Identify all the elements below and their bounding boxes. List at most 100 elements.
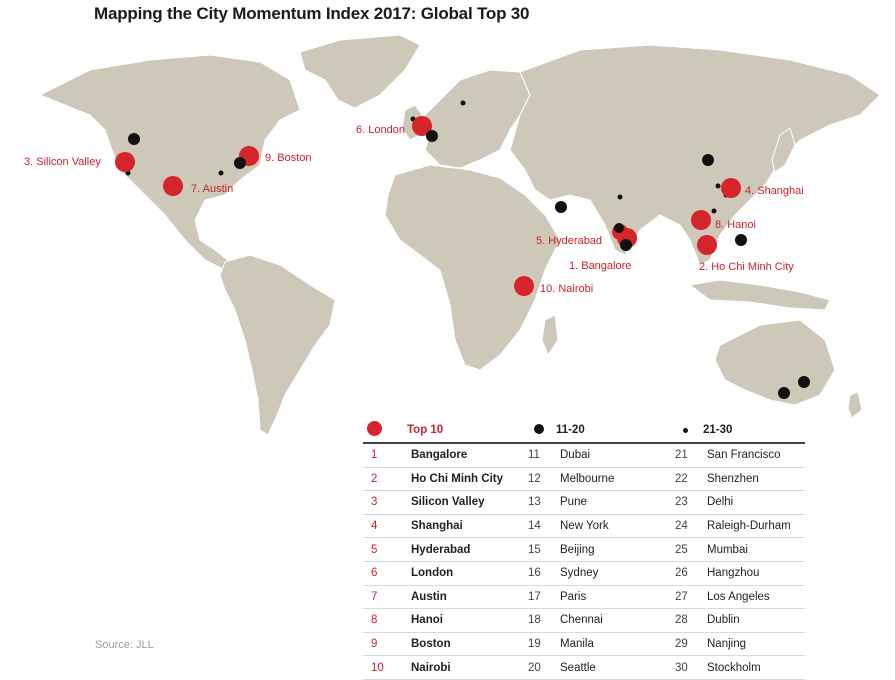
city-21-30: Shenzhen <box>707 472 759 485</box>
city-11-20: Pune <box>560 496 587 509</box>
small-dot-icon <box>683 428 688 433</box>
marker-seattle[interactable] <box>128 133 140 145</box>
landmass-australia <box>714 319 836 406</box>
rank-11-20: 15 <box>528 543 541 556</box>
landmass-south-america <box>219 254 336 436</box>
marker-silicon-valley[interactable] <box>115 152 135 172</box>
page-title: Mapping the City Momentum Index 2017: Gl… <box>94 4 530 23</box>
legend-top10-label: Top 10 <box>407 424 444 436</box>
marker-dubai[interactable] <box>555 201 567 213</box>
table-row: 2 Ho Chi Minh City 12 Melbourne 22 Shenzhen <box>363 468 805 492</box>
rank-top10: 1 <box>371 449 378 462</box>
table-row: 4 Shanghai 14 New York 24 Raleigh-Durham <box>363 515 805 539</box>
marker-beijing[interactable] <box>702 154 714 166</box>
marker-raleigh-durham[interactable] <box>218 170 224 176</box>
table-row: 3 Silicon Valley 13 Pune 23 Delhi <box>363 491 805 515</box>
city-21-30: Delhi <box>707 496 734 509</box>
city-top10: Ho Chi Minh City <box>411 472 503 485</box>
table-row: 8 Hanoi 18 Chennai 28 Dublin <box>363 609 805 633</box>
city-11-20: Beijing <box>560 543 595 556</box>
marker-nairobi[interactable] <box>514 276 534 296</box>
rank-top10: 7 <box>371 590 378 603</box>
marker-paris[interactable] <box>426 130 438 142</box>
city-11-20: Paris <box>560 590 587 603</box>
marker-nanjing[interactable] <box>715 183 721 189</box>
marker-chennai[interactable] <box>620 239 632 251</box>
marker-london[interactable] <box>412 116 432 136</box>
legend-header: Top 10 11-20 21-30 <box>363 418 805 444</box>
rank-11-20: 19 <box>528 638 541 651</box>
city-21-30: Mumbai <box>707 543 748 556</box>
rank-11-20: 17 <box>528 590 541 603</box>
landmass-europe <box>419 69 531 169</box>
legend-11-20-label: 11-20 <box>556 424 585 436</box>
marker-delhi[interactable] <box>617 194 623 200</box>
landmass-africa <box>384 164 561 371</box>
marker-sydney[interactable] <box>798 376 810 388</box>
marker-austin[interactable] <box>163 176 183 196</box>
city-21-30: Los Angeles <box>707 590 770 603</box>
rank-11-20: 13 <box>528 496 541 509</box>
marker-ho-chi-minh-city[interactable] <box>697 235 717 255</box>
marker-new-york[interactable] <box>234 157 246 169</box>
map-label-shanghai: 4. Shanghai <box>745 185 804 197</box>
table-row: 9 Boston 19 Manila 29 Nanjing <box>363 633 805 657</box>
map-label-nairobi: 10. Nairobi <box>540 283 593 295</box>
city-11-20: New York <box>560 520 609 533</box>
city-11-20: Chennai <box>560 614 603 627</box>
city-top10: Austin <box>411 590 447 603</box>
landmass-japan <box>771 127 796 173</box>
marker-pune[interactable] <box>614 223 624 233</box>
city-11-20: Manila <box>560 638 594 651</box>
red-dot-icon <box>367 421 382 436</box>
map-label-london: 6. London <box>356 124 405 136</box>
rank-11-20: 11 <box>528 449 540 462</box>
rank-top10: 4 <box>371 520 378 533</box>
rank-top10: 8 <box>371 614 378 627</box>
rank-21-30: 21 <box>675 449 688 462</box>
rank-21-30: 27 <box>675 590 688 603</box>
city-top10: Hyderabad <box>411 543 471 556</box>
rank-11-20: 20 <box>528 661 541 674</box>
map-label-austin: 7. Austin <box>191 183 233 195</box>
marker-shenzhen[interactable] <box>711 208 717 214</box>
city-11-20: Sydney <box>560 567 599 580</box>
table-row: 7 Austin 17 Paris 27 Los Angeles <box>363 586 805 610</box>
rank-21-30: 22 <box>675 472 688 485</box>
map-label-hyderabad: 5. Hyderabad <box>536 235 602 247</box>
landmass-madagascar <box>541 314 559 357</box>
map-label-bangalore: 1. Bangalore <box>569 260 631 272</box>
city-21-30: Hangzhou <box>707 567 760 580</box>
rank-11-20: 14 <box>528 520 541 533</box>
marker-manila[interactable] <box>735 234 747 246</box>
map-label-ho-chi-minh-city: 2. Ho Chi Minh City <box>699 261 794 273</box>
source-note: Source: JLL <box>95 639 154 651</box>
landmass-asia <box>509 44 881 266</box>
rank-top10: 10 <box>371 661 384 674</box>
city-11-20: Melbourne <box>560 472 615 485</box>
city-top10: Hanoi <box>411 614 443 627</box>
black-dot-icon <box>534 423 544 434</box>
city-11-20: Seattle <box>560 661 596 674</box>
city-21-30: Raleigh-Durham <box>707 520 791 533</box>
rank-top10: 9 <box>371 638 378 651</box>
rank-21-30: 24 <box>675 520 688 533</box>
ranking-table: Top 10 11-20 21-30 1 Bangalore 11 Dubai 21 Sa… <box>363 418 805 680</box>
marker-hanoi[interactable] <box>691 210 711 230</box>
landmass-indonesia <box>688 279 831 311</box>
city-top10: Silicon Valley <box>411 496 485 509</box>
marker-shanghai[interactable] <box>721 178 741 198</box>
city-top10: Bangalore <box>411 449 468 462</box>
marker-stockholm[interactable] <box>460 100 466 106</box>
marker-melbourne[interactable] <box>778 387 790 399</box>
legend-21-30-label: 21-30 <box>703 424 733 436</box>
rank-top10: 6 <box>371 567 378 580</box>
city-21-30: Dublin <box>707 614 740 627</box>
city-top10: London <box>411 567 454 580</box>
map-label-hanoi: 8. Hanoi <box>715 219 756 231</box>
rank-21-30: 25 <box>675 543 688 556</box>
rank-21-30: 28 <box>675 614 688 627</box>
rank-top10: 5 <box>371 543 378 556</box>
table-row: 1 Bangalore 11 Dubai 21 San Francisco <box>363 444 805 468</box>
